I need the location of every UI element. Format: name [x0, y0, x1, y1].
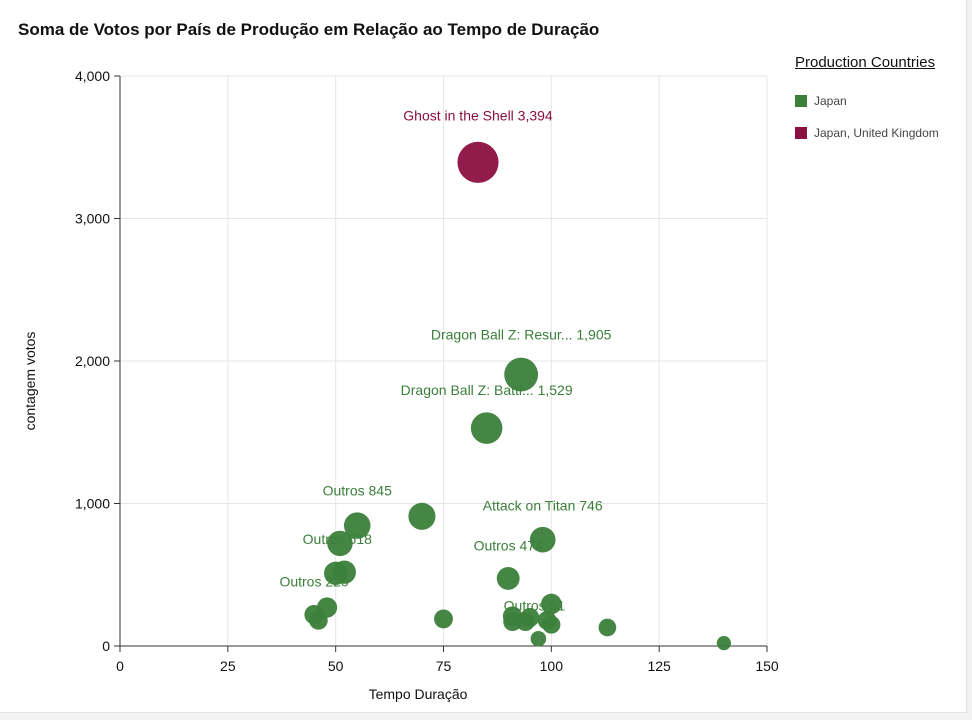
data-label: Dragon Ball Z: Battl... 1,529	[401, 382, 573, 398]
data-label: Outros 845	[323, 483, 392, 499]
data-point	[598, 618, 617, 637]
y-tick-label: 1,000	[75, 496, 110, 512]
data-point	[324, 561, 348, 585]
data-label: Outros 474	[474, 537, 543, 553]
data-label: Outros 220	[279, 574, 348, 590]
y-tick-label: 2,000	[75, 353, 110, 369]
y-tick-label: 4,000	[75, 68, 110, 84]
x-tick-label: 125	[647, 658, 671, 674]
legend-item-japan-united-kingdom[interactable]: Japan, United Kingdom	[795, 123, 939, 143]
data-labels: Ghost in the Shell 3,394 Dragon Ball Z: R…	[279, 107, 611, 613]
data-label: Ghost in the Shell 3,394	[403, 107, 553, 123]
legend-title[interactable]: Production Countries	[795, 54, 936, 71]
data-point	[541, 593, 562, 615]
axes: 0 25 50 75 100 125 150 0 1,000 2,000 3,000 4,000	[75, 68, 779, 674]
data-point	[504, 357, 539, 392]
data-point	[529, 526, 556, 553]
data-point	[520, 607, 540, 628]
data-point	[434, 609, 453, 629]
x-tick-label: 100	[540, 658, 564, 674]
data-points	[304, 141, 731, 651]
data-label: Outros 51	[504, 598, 566, 614]
data-point	[503, 612, 522, 632]
data-point	[343, 512, 371, 539]
data-point	[327, 530, 353, 557]
legend-label-japan: Japan	[814, 94, 847, 108]
x-tick-label: 150	[755, 658, 779, 674]
data-point	[716, 636, 731, 651]
data-label: Outros 518	[303, 531, 372, 547]
x-tick-label: 50	[328, 658, 344, 674]
grid	[120, 75, 768, 646]
y-tick-label: 3,000	[75, 211, 110, 227]
x-tick-label: 25	[220, 658, 236, 674]
legend-label-japan-united-kingdom: Japan, United Kingdom	[814, 126, 939, 140]
legend-swatch-japan	[795, 95, 807, 107]
legend-item-japan[interactable]: Japan	[795, 91, 939, 111]
legend-swatch-japan-united-kingdom	[795, 127, 807, 139]
data-point	[542, 615, 561, 634]
legend: Production Countries Japan Japan, United…	[795, 54, 939, 155]
data-label: Dragon Ball Z: Resur... 1,905	[431, 327, 612, 343]
data-point	[408, 502, 436, 530]
data-point	[457, 141, 499, 183]
y-tick-label: 0	[102, 638, 110, 654]
y-axis-label: contagem votos	[22, 332, 38, 431]
x-axis-label: Tempo Duração	[369, 686, 468, 702]
data-label: Attack on Titan 746	[483, 498, 603, 514]
data-point	[530, 630, 547, 647]
chart-title: Soma de Votos por País de Produção em Re…	[18, 20, 600, 39]
x-tick-label: 75	[436, 658, 452, 674]
data-point	[309, 610, 328, 630]
data-point	[496, 567, 520, 590]
x-tick-label: 0	[116, 658, 124, 674]
data-point	[470, 412, 503, 444]
